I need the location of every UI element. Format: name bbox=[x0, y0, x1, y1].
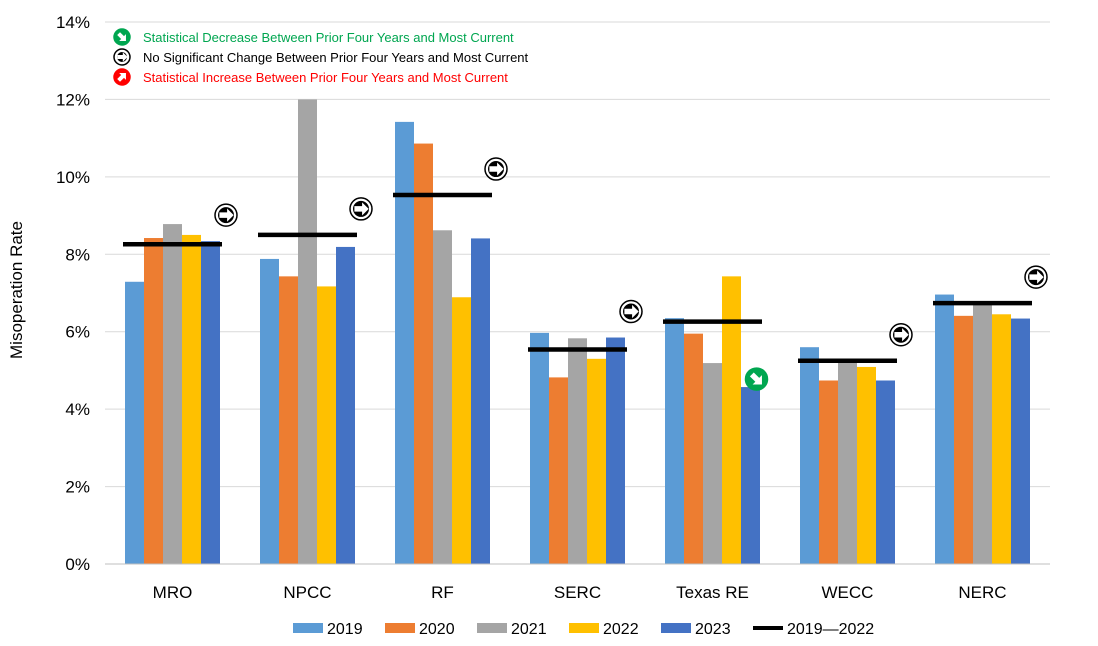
marker-arrow bbox=[749, 372, 762, 385]
no-change-marker bbox=[889, 323, 913, 347]
bar-2020 bbox=[279, 276, 298, 564]
legend-swatch-2022 bbox=[569, 623, 599, 633]
bar-2021 bbox=[298, 99, 317, 564]
no-change-marker bbox=[214, 203, 238, 227]
decrease-legend-icon bbox=[113, 28, 131, 46]
bar-2022 bbox=[722, 276, 741, 564]
bar-2022 bbox=[452, 297, 471, 564]
marker-arrow bbox=[894, 328, 909, 342]
average-lines bbox=[123, 192, 1032, 363]
bar-2019 bbox=[125, 281, 144, 564]
legend-swatch-2019 bbox=[293, 623, 323, 633]
series-legend: 2019 2020 2021 2022 2023 2019—2022 bbox=[293, 621, 874, 638]
decrease-marker bbox=[744, 367, 769, 391]
marker-arrow bbox=[219, 208, 234, 222]
bar-2020 bbox=[954, 315, 973, 564]
marker-arrow bbox=[354, 202, 369, 216]
bar-2021 bbox=[163, 224, 182, 565]
bar-2022 bbox=[182, 234, 201, 564]
no-change-marker bbox=[619, 299, 643, 324]
bar-2020 bbox=[549, 377, 568, 564]
marker-arrow bbox=[117, 52, 128, 62]
legend-label: 2021 bbox=[511, 621, 547, 638]
bar-2019 bbox=[935, 294, 954, 564]
category-label: NPCC bbox=[283, 583, 331, 602]
category-label: WECC bbox=[822, 583, 874, 602]
bar-2019 bbox=[395, 121, 414, 564]
marker-arrow bbox=[1029, 270, 1044, 284]
legend-swatch-2021 bbox=[477, 623, 507, 633]
bar-2021 bbox=[973, 303, 992, 564]
annotation-legend-text: Statistical Decrease Between Prior Four … bbox=[143, 30, 514, 45]
annotation-legend: Statistical Decrease Between Prior Four … bbox=[113, 28, 529, 86]
y-axis: 0% 2% 4% 6% 8% 10% 12% 14% bbox=[56, 13, 90, 574]
bar-2023 bbox=[1011, 318, 1030, 564]
no-change-marker bbox=[349, 197, 373, 221]
bar-2023 bbox=[876, 380, 895, 564]
y-axis-label: Misoperation Rate bbox=[7, 221, 26, 359]
annotation-legend-text: No Significant Change Between Prior Four… bbox=[143, 50, 529, 65]
bar-2019 bbox=[800, 347, 819, 564]
bar-2020 bbox=[144, 238, 163, 565]
category-label: Texas RE bbox=[676, 583, 749, 602]
bar-2021 bbox=[838, 361, 857, 564]
y-tick-label: 2% bbox=[65, 478, 90, 497]
marker-arrow bbox=[117, 32, 126, 41]
x-axis: MRO NPCC RF SERC Texas RE WECC NERC bbox=[105, 563, 1050, 602]
bar-2019 bbox=[260, 258, 279, 564]
marker-arrow bbox=[624, 304, 639, 319]
legend-label: 2023 bbox=[695, 621, 731, 638]
y-tick-label: 6% bbox=[65, 323, 90, 342]
bar-2021 bbox=[433, 230, 452, 565]
y-tick-label: 0% bbox=[65, 555, 90, 574]
legend-label: 2022 bbox=[603, 621, 639, 638]
y-tick-label: 4% bbox=[65, 400, 90, 419]
y-tick-label: 10% bbox=[56, 168, 90, 187]
bar-2023 bbox=[471, 238, 490, 565]
increase-legend-icon bbox=[113, 68, 131, 86]
no-change-legend-icon bbox=[113, 48, 131, 66]
bar-2021 bbox=[703, 363, 722, 564]
legend-label: 2020 bbox=[419, 621, 455, 638]
y-tick-label: 8% bbox=[65, 245, 90, 264]
bar-2022 bbox=[992, 314, 1011, 564]
bar-2022 bbox=[857, 366, 876, 564]
legend-swatch-2023 bbox=[661, 623, 691, 633]
category-label: RF bbox=[431, 583, 454, 602]
no-change-marker bbox=[484, 157, 508, 181]
marker-arrow bbox=[117, 73, 126, 82]
y-tick-label: 14% bbox=[56, 13, 90, 32]
category-label: MRO bbox=[153, 583, 193, 602]
bar-2021 bbox=[568, 338, 587, 564]
no-change-marker bbox=[1024, 265, 1048, 289]
y-tick-label: 12% bbox=[56, 90, 90, 109]
bar-2020 bbox=[414, 143, 433, 564]
bar-2023 bbox=[201, 241, 220, 564]
bar-2019 bbox=[665, 318, 684, 564]
marker-arrow bbox=[489, 162, 504, 176]
annotation-legend-text: Statistical Increase Between Prior Four … bbox=[143, 70, 508, 85]
bars bbox=[125, 99, 1030, 565]
bar-2020 bbox=[684, 333, 703, 564]
bar-2022 bbox=[317, 286, 336, 564]
bar-2020 bbox=[819, 380, 838, 564]
category-label: SERC bbox=[554, 583, 601, 602]
bar-2023 bbox=[606, 337, 625, 564]
bar-2023 bbox=[741, 387, 760, 564]
legend-label: 2019—2022 bbox=[787, 621, 874, 638]
category-label: NERC bbox=[958, 583, 1006, 602]
bar-2019 bbox=[530, 332, 549, 564]
bar-2023 bbox=[336, 246, 355, 564]
bar-2022 bbox=[587, 358, 606, 564]
trend-markers bbox=[214, 157, 1048, 391]
legend-swatch-2020 bbox=[385, 623, 415, 633]
legend-label: 2019 bbox=[327, 621, 363, 638]
